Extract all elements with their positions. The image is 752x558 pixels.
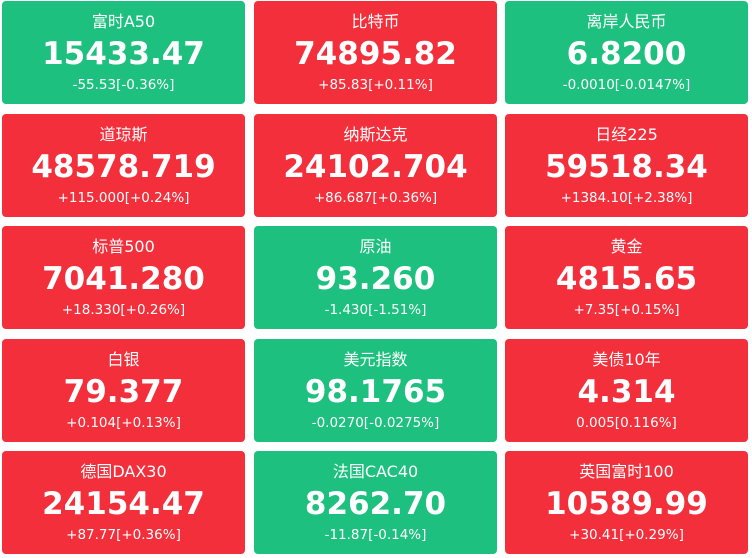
tile-dollar-index[interactable]: 美元指数 98.1765 -0.0270[-0.0275%] [254, 339, 497, 442]
tile-name: 日经225 [595, 125, 658, 144]
tile-change: 0.005[0.116%] [576, 415, 677, 431]
tile-price: 4.314 [577, 374, 676, 410]
tile-name: 英国富时100 [579, 462, 674, 481]
tile-name: 道琼斯 [99, 125, 148, 144]
tile-name: 黄金 [610, 237, 643, 256]
tile-silver[interactable]: 白银 79.377 +0.104[+0.13%] [2, 339, 245, 442]
tile-price: 24154.47 [42, 486, 205, 522]
tile-nikkei-225[interactable]: 日经225 59518.34 +1384.10[+2.38%] [505, 114, 748, 217]
tile-change: -0.0010[-0.0147%] [562, 77, 691, 93]
tile-change: +30.41[+0.29%] [569, 527, 684, 543]
tile-change: +85.83[+0.11%] [318, 77, 433, 93]
tile-change: +0.104[+0.13%] [66, 415, 181, 431]
tile-ftse-china-a50[interactable]: 富时A50 15433.47 -55.53[-0.36%] [2, 1, 245, 104]
tile-gold[interactable]: 黄金 4815.65 +7.35[+0.15%] [505, 226, 748, 329]
tile-change: +115.000[+0.24%] [57, 190, 190, 206]
tile-change: -1.430[-1.51%] [324, 302, 427, 318]
tile-name: 法国CAC40 [332, 462, 419, 481]
tile-price: 48578.719 [31, 149, 216, 185]
tile-crude-oil[interactable]: 原油 93.260 -1.430[-1.51%] [254, 226, 497, 329]
tile-name: 富时A50 [91, 12, 156, 31]
tile-sp500[interactable]: 标普500 7041.280 +18.330[+0.26%] [2, 226, 245, 329]
tile-price: 15433.47 [42, 36, 205, 72]
tile-price: 8262.70 [304, 486, 447, 522]
tile-nasdaq[interactable]: 纳斯达克 24102.704 +86.687[+0.36%] [254, 114, 497, 217]
tile-change: +7.35[+0.15%] [573, 302, 680, 318]
tile-name: 原油 [359, 237, 392, 256]
tile-price: 79.377 [63, 374, 184, 410]
tile-price: 93.260 [315, 261, 436, 297]
tile-price: 74895.82 [294, 36, 457, 72]
tile-change: -55.53[-0.36%] [72, 77, 175, 93]
tile-dow-jones[interactable]: 道琼斯 48578.719 +115.000[+0.24%] [2, 114, 245, 217]
tile-change: +1384.10[+2.38%] [560, 190, 693, 206]
tile-price: 10589.99 [545, 486, 708, 522]
tile-price: 98.1765 [304, 374, 447, 410]
tile-name: 标普500 [92, 237, 155, 256]
tile-dax30[interactable]: 德国DAX30 24154.47 +87.77[+0.36%] [2, 451, 245, 554]
tile-name: 离岸人民币 [586, 12, 667, 31]
tile-name: 美元指数 [343, 350, 408, 369]
tile-change: +18.330[+0.26%] [61, 302, 186, 318]
tile-name: 德国DAX30 [80, 462, 167, 481]
tile-offshore-rmb[interactable]: 离岸人民币 6.8200 -0.0010[-0.0147%] [505, 1, 748, 104]
tile-change: -0.0270[-0.0275%] [311, 415, 440, 431]
tile-cac40[interactable]: 法国CAC40 8262.70 -11.87[-0.14%] [254, 451, 497, 554]
tile-name: 美债10年 [592, 350, 661, 369]
tile-us-10y-treasury[interactable]: 美债10年 4.314 0.005[0.116%] [505, 339, 748, 442]
tile-price: 24102.704 [283, 149, 468, 185]
tile-price: 4815.65 [555, 261, 698, 297]
tile-bitcoin[interactable]: 比特币 74895.82 +85.83[+0.11%] [254, 1, 497, 104]
tile-name: 白银 [107, 350, 140, 369]
tile-price: 6.8200 [566, 36, 687, 72]
tile-price: 7041.280 [42, 261, 205, 297]
tile-name: 纳斯达克 [343, 125, 408, 144]
tile-price: 59518.34 [545, 149, 708, 185]
tile-ftse-100[interactable]: 英国富时100 10589.99 +30.41[+0.29%] [505, 451, 748, 554]
tile-change: +87.77[+0.36%] [66, 527, 181, 543]
tile-change: -11.87[-0.14%] [324, 527, 427, 543]
tile-name: 比特币 [351, 12, 400, 31]
tile-change: +86.687[+0.36%] [313, 190, 438, 206]
